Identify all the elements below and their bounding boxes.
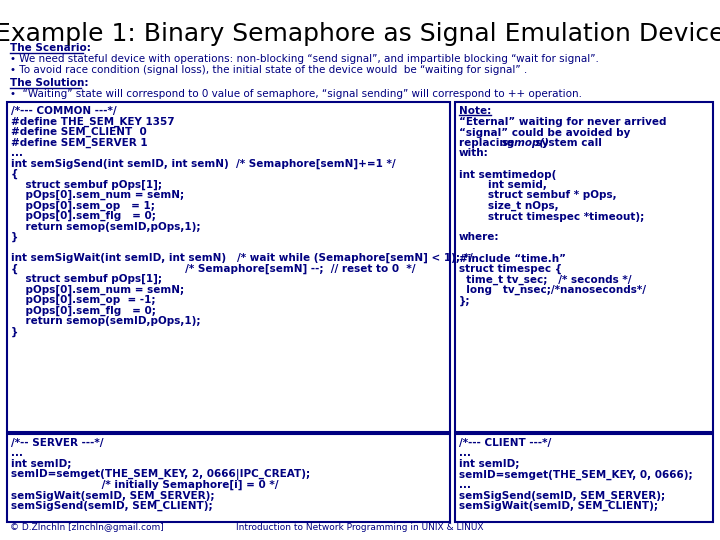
Text: •  “Waiting” state will correspond to 0 value of semaphore, “signal sending” wil: • “Waiting” state will correspond to 0 v… [10, 89, 582, 99]
Text: struct sembuf pOps[1];: struct sembuf pOps[1]; [11, 179, 162, 190]
Text: /*--- CLIENT ---*/: /*--- CLIENT ---*/ [459, 438, 552, 448]
Text: with:: with: [459, 148, 489, 159]
Text: int semid,: int semid, [459, 180, 547, 190]
Text: pOps[0].sem_flg   = 0;: pOps[0].sem_flg = 0; [11, 211, 156, 221]
Text: int semSigSend(int semID, int semN)  /* Semaphore[semN]+=1 */: int semSigSend(int semID, int semN) /* S… [11, 159, 395, 169]
Text: /*-- SERVER ---*/: /*-- SERVER ---*/ [11, 438, 104, 448]
Text: size_t nOps,: size_t nOps, [459, 201, 559, 211]
Text: Introduction to Network Programming in UNIX & LINUX: Introduction to Network Programming in U… [236, 523, 484, 532]
FancyBboxPatch shape [7, 102, 450, 432]
Text: The Solution:: The Solution: [10, 78, 89, 88]
Text: replacing: replacing [459, 138, 518, 148]
Text: {: { [11, 169, 19, 179]
Text: pOps[0].sem_num = semN;: pOps[0].sem_num = semN; [11, 285, 184, 295]
Text: #include “time.h”: #include “time.h” [459, 253, 566, 264]
Text: pOps[0].sem_op   = 1;: pOps[0].sem_op = 1; [11, 200, 155, 211]
Text: /*--- COMMON ---*/: /*--- COMMON ---*/ [11, 106, 117, 116]
Text: system call: system call [532, 138, 602, 148]
Text: The Scenario:: The Scenario: [10, 43, 91, 53]
Text: struct timespec *timeout);: struct timespec *timeout); [459, 212, 644, 221]
Text: • To avoid race condition (signal loss), the initial state of the device would  : • To avoid race condition (signal loss),… [10, 65, 527, 75]
Text: pOps[0].sem_num = semN;: pOps[0].sem_num = semN; [11, 190, 184, 200]
Text: pOps[0].sem_flg   = 0;: pOps[0].sem_flg = 0; [11, 306, 156, 316]
Text: #define SEM_CLIENT  0: #define SEM_CLIENT 0 [11, 127, 147, 137]
Text: int semID;: int semID; [459, 459, 519, 469]
Text: {                                              /* Semaphore[semN] --;  // reset : { /* Semaphore[semN] --; // reset [11, 264, 415, 274]
Text: © D.Zlnchln [zlnchln@gmail.com]: © D.Zlnchln [zlnchln@gmail.com] [10, 523, 163, 532]
Text: long   tv_nsec;/*nanoseconds*/: long tv_nsec;/*nanoseconds*/ [459, 285, 646, 295]
Text: • We need stateful device with operations: non-blocking “send signal”, and impar: • We need stateful device with operation… [10, 54, 599, 64]
Text: ...: ... [11, 148, 23, 158]
Text: semID=semget(THE_SEM_KEY, 2, 0666|IPC_CREAT);: semID=semget(THE_SEM_KEY, 2, 0666|IPC_CR… [11, 469, 310, 481]
Text: int semSigWait(int semID, int semN)   /* wait while (Semaphore[semN] < 1); */: int semSigWait(int semID, int semN) /* w… [11, 253, 473, 264]
Text: };: }; [459, 295, 470, 306]
Text: semID=semget(THE_SEM_KEY, 0, 0666);: semID=semget(THE_SEM_KEY, 0, 0666); [459, 469, 693, 480]
FancyBboxPatch shape [455, 102, 713, 432]
Text: int semtimedop(: int semtimedop( [459, 170, 557, 179]
Text: semSigWait(semID, SEM_CLIENT);: semSigWait(semID, SEM_CLIENT); [459, 501, 658, 511]
Text: semSigWait(semID, SEM_SERVER);: semSigWait(semID, SEM_SERVER); [11, 490, 215, 501]
Text: }: } [11, 232, 19, 242]
Text: #define SEM_SERVER 1: #define SEM_SERVER 1 [11, 138, 148, 148]
FancyBboxPatch shape [7, 434, 450, 522]
Text: /* initially Semaphore[i] = 0 */: /* initially Semaphore[i] = 0 */ [11, 480, 279, 490]
FancyBboxPatch shape [455, 434, 713, 522]
Text: “signal” could be avoided by: “signal” could be avoided by [459, 127, 631, 138]
Text: struct sembuf pOps[1];: struct sembuf pOps[1]; [11, 274, 162, 284]
Text: pOps[0].sem_op  = -1;: pOps[0].sem_op = -1; [11, 295, 156, 305]
Text: #define THE_SEM_KEY 1357: #define THE_SEM_KEY 1357 [11, 117, 175, 127]
Text: Example 1: Binary Semaphore as Signal Emulation Device: Example 1: Binary Semaphore as Signal Em… [0, 22, 720, 46]
Text: where:: where: [459, 233, 500, 242]
Text: semSigSend(semID, SEM_CLIENT);: semSigSend(semID, SEM_CLIENT); [11, 501, 212, 511]
Text: semop(): semop() [502, 138, 550, 148]
Text: struct sembuf * pOps,: struct sembuf * pOps, [459, 191, 616, 200]
Text: time_t tv_sec;   /* seconds */: time_t tv_sec; /* seconds */ [459, 274, 631, 285]
Text: return semop(semID,pOps,1);: return semop(semID,pOps,1); [11, 221, 200, 232]
Text: ...: ... [11, 449, 23, 458]
Text: }: } [11, 327, 19, 337]
Text: int semID;: int semID; [11, 459, 71, 469]
Text: semSigSend(semID, SEM_SERVER);: semSigSend(semID, SEM_SERVER); [459, 490, 665, 501]
Text: “Eternal” waiting for never arrived: “Eternal” waiting for never arrived [459, 117, 667, 127]
Text: ...: ... [459, 480, 471, 490]
Text: ...: ... [459, 449, 471, 458]
Text: Note:: Note: [459, 106, 491, 116]
Text: return semop(semID,pOps,1);: return semop(semID,pOps,1); [11, 316, 200, 326]
Text: struct timespec {: struct timespec { [459, 264, 562, 274]
